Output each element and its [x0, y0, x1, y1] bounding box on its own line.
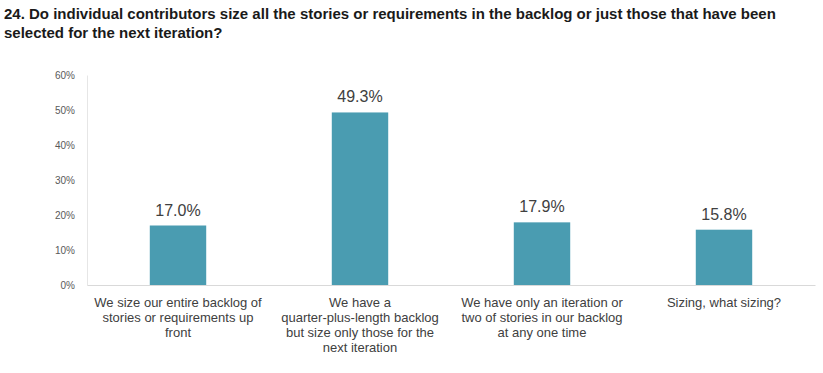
- x-tick-label-line: We have only an iteration or: [461, 295, 623, 310]
- x-tick-label: Sizing, what sizing?: [667, 295, 781, 310]
- data-labels: 17.0% 49.3% 17.9% 15.8%: [155, 88, 746, 222]
- y-tick-label: 40%: [55, 140, 75, 151]
- y-tick-label: 50%: [55, 105, 75, 116]
- y-tick-label: 20%: [55, 210, 75, 221]
- bar: [150, 226, 206, 286]
- x-tick-label-line: We have a: [329, 295, 392, 310]
- x-tick-label-line: two of stories in our backlog: [461, 310, 622, 325]
- y-tick: 60%: [55, 70, 87, 81]
- y-tick: 0%: [61, 280, 87, 291]
- bars: [150, 112, 752, 285]
- x-tick-label-line: at any one time: [498, 325, 587, 340]
- y-tick: 10%: [55, 245, 87, 256]
- y-tick-label: 60%: [55, 70, 75, 81]
- x-tick-labels: We size our entire backlog ofstories or …: [94, 295, 781, 355]
- y-tick-label: 10%: [55, 245, 75, 256]
- x-axis-line: [88, 285, 816, 286]
- x-tick-label-line: front: [165, 325, 191, 340]
- x-tick-label: We size our entire backlog ofstories or …: [94, 295, 262, 340]
- x-tick-label-line: next iteration: [323, 340, 397, 355]
- data-label: 17.9%: [519, 198, 564, 215]
- y-tick: 20%: [55, 210, 87, 221]
- x-tick-label-line: We size our entire backlog of: [94, 295, 262, 310]
- x-tick-label-line: Sizing, what sizing?: [667, 295, 781, 310]
- x-tick-label-line: but size only those for the: [286, 325, 434, 340]
- y-axis-line: [87, 76, 88, 286]
- x-tick-label-line: stories or requirements up: [102, 310, 253, 325]
- x-tick-label: We have aquarter-plus-length backlogbut …: [281, 295, 439, 355]
- x-axis: [88, 285, 816, 286]
- x-tick-label: We have only an iteration ortwo of stori…: [461, 295, 623, 340]
- y-tick: 30%: [55, 175, 87, 186]
- bar: [696, 230, 752, 285]
- y-tick-label: 0%: [61, 280, 76, 291]
- chart: 0% 10% 20% 30% 40% 50% 60% 17.0% 49.3% 17.9% 15.8%…: [0, 0, 823, 373]
- y-axis: 0% 10% 20% 30% 40% 50% 60%: [55, 70, 88, 291]
- y-tick: 40%: [55, 140, 87, 151]
- y-tick: 50%: [55, 105, 87, 116]
- data-label: 15.8%: [701, 206, 746, 223]
- data-label: 17.0%: [155, 202, 200, 219]
- title: 24. Do individual contributors size all …: [4, 4, 804, 42]
- bar: [514, 222, 570, 285]
- y-tick-label: 30%: [55, 175, 75, 186]
- bar: [332, 112, 388, 285]
- x-tick-label-line: quarter-plus-length backlog: [281, 310, 439, 325]
- data-label: 49.3%: [337, 88, 382, 105]
